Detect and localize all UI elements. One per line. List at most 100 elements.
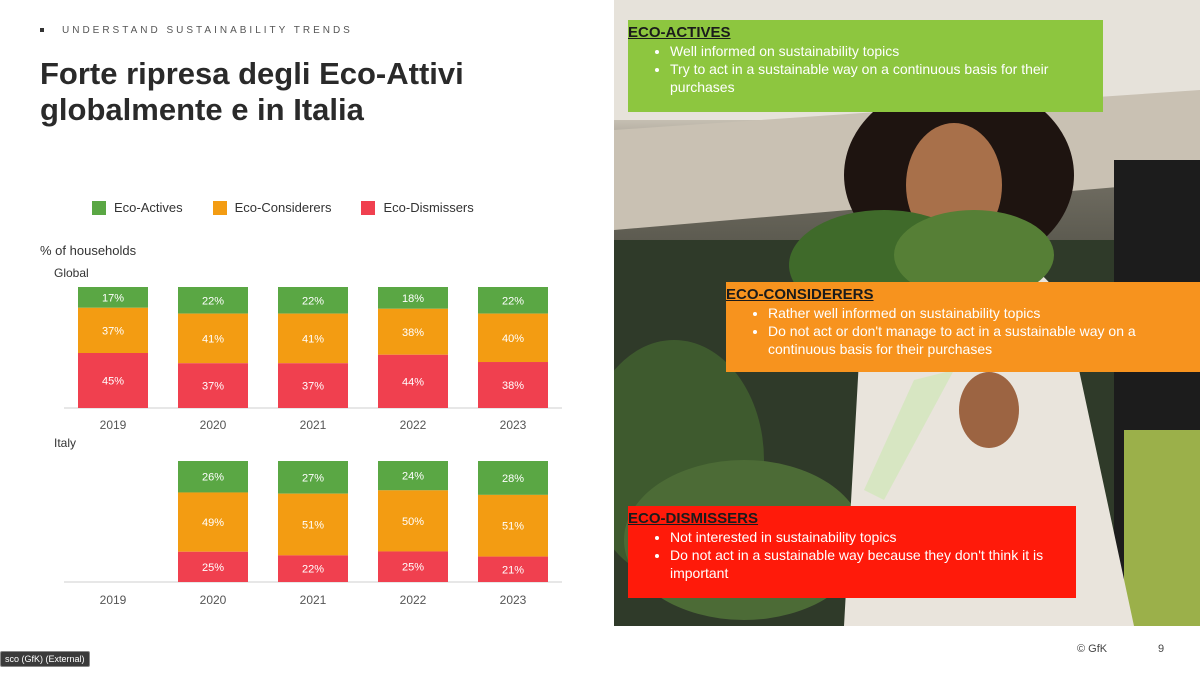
data-label: 51% <box>302 520 324 532</box>
presenter-tag: sco (GfK) (External) <box>0 651 90 667</box>
bar-segment-italy-2020-2 <box>178 551 248 582</box>
page-title: Forte ripresa degli Eco-Attivi globalmen… <box>40 56 580 128</box>
x-tick-label: 2021 <box>300 593 327 607</box>
bullet-icon <box>40 28 44 33</box>
legend-swatch-actives <box>92 200 106 215</box>
x-tick-label: 2021 <box>300 418 327 432</box>
data-label: 26% <box>202 472 224 484</box>
y-axis-label: % of households <box>40 243 137 258</box>
panel-label-global: Global <box>54 266 89 280</box>
x-tick-label: 2023 <box>500 418 527 432</box>
bar-segment-italy-2023-1 <box>478 494 548 557</box>
title-line-2: globalmente e in Italia <box>40 92 364 127</box>
bar-segment-italy-2021-0 <box>278 461 348 494</box>
bar-segment-global-2023-1 <box>478 313 548 363</box>
segment-points-dismissers: Not interested in sustainability topics … <box>642 528 1068 582</box>
segment-points-considerers: Rather well informed on sustainability t… <box>740 304 1192 358</box>
data-label: 50% <box>402 516 424 528</box>
legend-item-dismissers: Eco-Dismissers <box>361 200 474 215</box>
bar-segment-global-2019-1 <box>78 307 148 353</box>
bar-segment-italy-2022-1 <box>378 490 448 552</box>
data-label: 25% <box>202 562 224 574</box>
copyright: © GfK <box>1077 643 1108 655</box>
segment-card-dismissers: ECO-DISMISSERS Not interested in sustain… <box>628 506 1076 598</box>
bar-segment-global-2023-0 <box>478 287 548 314</box>
bar-segment-italy-2022-0 <box>378 461 448 491</box>
segment-heading-considerers: ECO-CONSIDERERS <box>726 286 874 303</box>
segment-heading-actives: ECO-ACTIVES <box>628 24 731 41</box>
x-tick-label: 2022 <box>400 593 427 607</box>
panel-label-italy: Italy <box>54 436 77 450</box>
data-label: 37% <box>202 381 224 393</box>
legend-swatch-considerers <box>212 200 227 215</box>
bar-segment-global-2022-0 <box>378 287 448 309</box>
bar-segment-global-2020-2 <box>178 363 248 408</box>
bar-segment-italy-2020-1 <box>178 492 248 552</box>
x-tick-label: 2020 <box>200 593 227 607</box>
bar-segment-global-2022-2 <box>378 354 448 408</box>
data-label: 38% <box>402 327 424 339</box>
data-label: 38% <box>502 380 524 392</box>
legend-item-considerers: Eco-Considerers <box>212 200 332 215</box>
stacked-bar-chart: 17% 37% 45% 2019 22% 41% 37% 2020 22% 41% 37% 2021 1… <box>64 287 562 607</box>
segment-card-actives: ECO-ACTIVES Well informed on sustainabil… <box>628 20 1103 112</box>
legend-swatch-dismissers <box>361 200 376 215</box>
data-label: 25% <box>402 562 424 574</box>
bar-segment-italy-2021-1 <box>278 493 348 556</box>
bar-segment-italy-2023-0 <box>478 461 548 495</box>
data-label: 51% <box>502 521 524 533</box>
legend-item-actives: Eco-Actives <box>92 200 183 215</box>
title-line-1: Forte ripresa degli Eco-Attivi <box>40 56 464 91</box>
legend-label-actives: Eco-Actives <box>114 200 183 215</box>
bar-segment-global-2023-2 <box>478 362 548 408</box>
photo-illustration <box>614 0 1200 626</box>
bar-segment-global-2021-1 <box>278 313 348 364</box>
segment-card-considerers: ECO-CONSIDERERS Rather well informed on … <box>726 282 1200 372</box>
data-label: 40% <box>502 333 524 345</box>
x-tick-label: 2019 <box>100 418 127 432</box>
segment-heading-dismissers: ECO-DISMISSERS <box>628 510 759 527</box>
data-label: 44% <box>402 376 424 388</box>
page-number: 9 <box>1158 643 1165 655</box>
data-label: 37% <box>302 381 324 393</box>
data-label: 27% <box>302 472 324 484</box>
data-label: 18% <box>402 293 424 305</box>
data-label: 28% <box>502 473 524 485</box>
segment-point: Not interested in sustainability topics <box>670 528 1068 546</box>
legend-label-considerers: Eco-Considerers <box>234 200 332 215</box>
bar-segment-italy-2021-2 <box>278 555 348 582</box>
x-tick-label: 2022 <box>400 418 427 432</box>
segment-point: Rather well informed on sustainability t… <box>768 304 1192 322</box>
segment-point: Do not act or don't manage to act in a s… <box>768 322 1192 358</box>
data-label: 41% <box>302 333 324 345</box>
bar-segment-global-2021-2 <box>278 363 348 408</box>
bar-segment-italy-2022-2 <box>378 551 448 582</box>
bar-segment-global-2019-2 <box>78 353 148 408</box>
x-tick-label: 2023 <box>500 593 527 607</box>
data-label: 24% <box>402 471 424 483</box>
segment-points-actives: Well informed on sustainability topics T… <box>642 42 1095 96</box>
x-tick-label: 2020 <box>200 418 227 432</box>
data-label: 22% <box>502 295 524 307</box>
data-label: 21% <box>502 564 524 576</box>
bar-segment-italy-2020-0 <box>178 461 248 493</box>
data-label: 37% <box>102 325 124 337</box>
chart-legend: Eco-Actives Eco-Considerers Eco-Dismisse… <box>92 200 474 215</box>
bar-segment-italy-2023-2 <box>478 556 548 582</box>
bar-segment-global-2020-0 <box>178 287 248 314</box>
legend-label-dismissers: Eco-Dismissers <box>383 200 474 215</box>
data-label: 45% <box>102 376 124 388</box>
x-tick-label: 2019 <box>100 593 127 607</box>
segment-point: Do not act in a sustainable way because … <box>670 546 1068 582</box>
kicker-text: UNDERSTAND SUSTAINABILITY TRENDS <box>62 25 353 36</box>
data-label: 22% <box>202 295 224 307</box>
data-label: 41% <box>202 333 224 345</box>
data-label: 17% <box>102 292 124 304</box>
bar-segment-global-2020-1 <box>178 313 248 364</box>
data-label: 22% <box>302 295 324 307</box>
data-label: 22% <box>302 564 324 576</box>
bar-segment-global-2022-1 <box>378 308 448 355</box>
section-kicker: UNDERSTAND SUSTAINABILITY TRENDS <box>40 25 353 36</box>
bar-segment-global-2019-0 <box>78 287 148 308</box>
